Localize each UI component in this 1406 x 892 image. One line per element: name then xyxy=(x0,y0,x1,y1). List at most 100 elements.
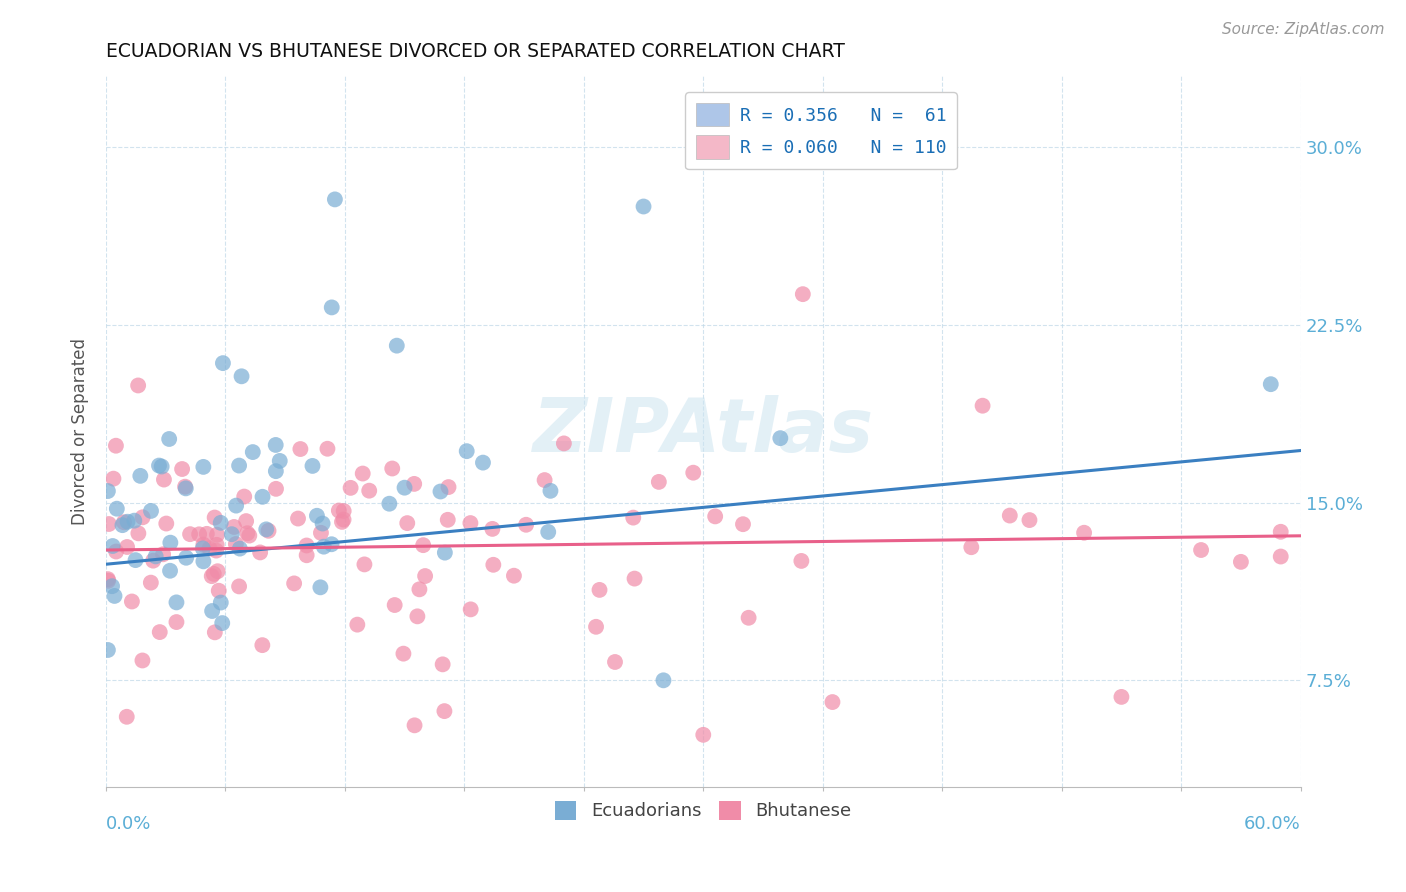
Point xyxy=(201,569,224,583)
Point xyxy=(323,193,346,207)
Point xyxy=(208,583,231,598)
Point xyxy=(179,527,201,541)
Point xyxy=(233,490,256,504)
Point xyxy=(172,462,194,476)
Point xyxy=(412,538,434,552)
Point xyxy=(127,526,149,541)
Point xyxy=(290,442,312,456)
Point xyxy=(112,515,135,529)
Point xyxy=(790,554,813,568)
Point xyxy=(105,501,128,516)
Point xyxy=(540,483,562,498)
Point xyxy=(737,611,759,625)
Legend: Ecuadorians, Bhutanese: Ecuadorians, Bhutanese xyxy=(547,794,859,828)
Point xyxy=(193,554,215,568)
Point xyxy=(378,497,401,511)
Point xyxy=(321,301,343,315)
Point xyxy=(731,517,754,532)
Point xyxy=(104,439,127,453)
Point xyxy=(238,528,260,542)
Point xyxy=(121,594,143,608)
Point xyxy=(321,537,343,551)
Point xyxy=(429,484,451,499)
Point xyxy=(204,510,226,524)
Point xyxy=(115,540,138,554)
Point xyxy=(148,458,170,473)
Point xyxy=(998,508,1021,523)
Point xyxy=(264,464,287,478)
Point xyxy=(960,540,983,554)
Point xyxy=(1018,513,1040,527)
Point xyxy=(384,598,406,612)
Point xyxy=(174,550,197,565)
Point xyxy=(432,657,454,672)
Point xyxy=(1270,549,1292,564)
Point xyxy=(212,356,235,370)
Point xyxy=(328,503,350,517)
Point xyxy=(150,459,173,474)
Point xyxy=(1189,543,1212,558)
Point xyxy=(287,511,309,525)
Point xyxy=(139,504,162,518)
Point xyxy=(142,554,165,568)
Point xyxy=(346,617,368,632)
Point xyxy=(209,516,232,530)
Point xyxy=(692,728,714,742)
Point xyxy=(159,535,181,549)
Point xyxy=(166,615,188,629)
Point xyxy=(437,480,460,494)
Point xyxy=(225,537,247,551)
Point xyxy=(188,527,211,541)
Point xyxy=(229,541,252,556)
Point xyxy=(603,655,626,669)
Point xyxy=(821,695,844,709)
Point xyxy=(115,710,138,724)
Point xyxy=(1230,555,1253,569)
Point xyxy=(316,442,339,456)
Point xyxy=(204,625,226,640)
Point xyxy=(503,568,526,582)
Point xyxy=(231,369,253,384)
Point xyxy=(101,579,124,593)
Text: 60.0%: 60.0% xyxy=(1244,815,1301,833)
Point xyxy=(101,539,124,553)
Text: 0.0%: 0.0% xyxy=(105,815,152,833)
Point xyxy=(124,553,146,567)
Point xyxy=(205,543,228,558)
Point xyxy=(460,516,482,530)
Point xyxy=(174,480,197,494)
Point xyxy=(394,481,416,495)
Point xyxy=(553,436,575,450)
Point xyxy=(254,522,277,536)
Point xyxy=(209,595,232,609)
Point xyxy=(202,566,225,581)
Point xyxy=(153,473,176,487)
Point xyxy=(174,481,197,495)
Point xyxy=(433,546,456,560)
Point xyxy=(97,643,120,657)
Text: ECUADORIAN VS BHUTANESE DIVORCED OR SEPARATED CORRELATION CHART: ECUADORIAN VS BHUTANESE DIVORCED OR SEPA… xyxy=(105,42,845,61)
Point xyxy=(283,576,305,591)
Point xyxy=(105,544,128,558)
Point xyxy=(408,582,430,597)
Point xyxy=(537,524,560,539)
Point xyxy=(436,513,458,527)
Point xyxy=(249,545,271,559)
Point xyxy=(252,638,274,652)
Point xyxy=(228,458,250,473)
Point xyxy=(309,580,332,594)
Point xyxy=(413,569,436,583)
Point xyxy=(222,520,245,534)
Point xyxy=(682,466,704,480)
Point xyxy=(295,539,318,553)
Point xyxy=(242,445,264,459)
Point xyxy=(704,509,727,524)
Point xyxy=(228,579,250,593)
Point xyxy=(472,456,495,470)
Point xyxy=(652,673,675,688)
Point xyxy=(207,564,229,578)
Point xyxy=(264,438,287,452)
Point xyxy=(515,517,537,532)
Point xyxy=(1073,525,1095,540)
Point xyxy=(166,595,188,609)
